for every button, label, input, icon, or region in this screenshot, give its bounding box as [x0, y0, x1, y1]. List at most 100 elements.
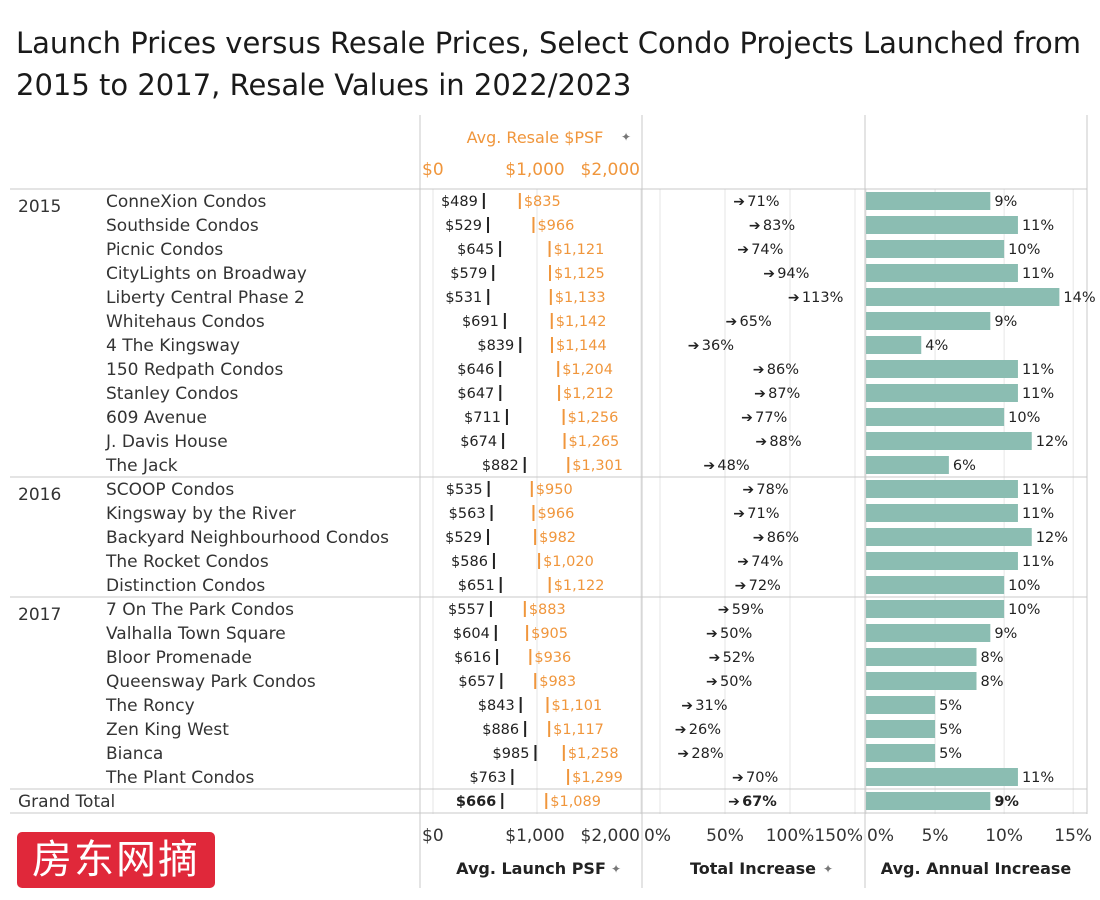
total-increase-arrow: ➔: [733, 194, 745, 210]
resale-price-label: $1,212: [563, 386, 614, 402]
launch-axis-title: Avg. Launch PSF: [456, 859, 606, 878]
resale-price-label: $1,122: [554, 578, 605, 594]
launch-price-label: $882: [482, 458, 519, 474]
total-increase-label: 65%: [740, 314, 772, 330]
resale-price-label: $982: [539, 530, 576, 546]
annual-increase-bar: [866, 384, 1018, 402]
annual-increase-bar: [866, 576, 1005, 594]
annual-increase-bar: [866, 504, 1018, 522]
annual-increase-label: 11%: [1022, 218, 1054, 234]
annual-increase-label: 10%: [1008, 242, 1040, 258]
project-name: ConneXion Condos: [106, 192, 266, 212]
launch-price-label: $646: [457, 362, 494, 378]
project-name: Bianca: [106, 744, 163, 764]
annual-increase-bar: [866, 360, 1018, 378]
resale-price-label: $1,089: [550, 794, 601, 810]
year-label: 2015: [18, 197, 61, 217]
total-increase-label: 74%: [751, 554, 783, 570]
launch-price-label: $529: [445, 218, 482, 234]
total-increase-label: 28%: [691, 746, 723, 762]
annual-increase-label: 12%: [1036, 530, 1068, 546]
launch-price-label: $604: [453, 626, 490, 642]
resale-price-label: $883: [529, 602, 566, 618]
total-increase-label: 94%: [777, 266, 809, 282]
total-increase-arrow: ➔: [737, 242, 749, 258]
total-increase-arrow: ➔: [763, 266, 775, 282]
launch-price-label: $711: [464, 410, 501, 426]
project-name: SCOOP Condos: [106, 480, 234, 500]
launch-price-label: $843: [478, 698, 515, 714]
resale-price-label: $1,301: [572, 458, 623, 474]
total-increase-label: 36%: [702, 338, 734, 354]
total-increase-label: 59%: [732, 602, 764, 618]
total-increase-label: 86%: [767, 362, 799, 378]
annual-increase-label: 8%: [981, 650, 1004, 666]
launch-axis-tick-label: $2,000: [581, 826, 640, 846]
launch-price-label: $985: [493, 746, 530, 762]
annual-increase-bar: [866, 216, 1018, 234]
annual-increase-bar: [866, 240, 1005, 258]
launch-price-label: $563: [449, 506, 486, 522]
annual-increase-bar: [866, 624, 991, 642]
pin-icon: ✦: [823, 862, 833, 876]
project-name: 7 On The Park Condos: [106, 600, 294, 620]
project-name: J. Davis House: [105, 432, 228, 452]
annual-increase-label: 10%: [1008, 578, 1040, 594]
annual-increase-label: 9%: [994, 626, 1017, 642]
total-increase-arrow: ➔: [675, 722, 687, 738]
annual-increase-bar: [866, 408, 1005, 426]
total-axis-title: Total Increase: [690, 859, 816, 878]
annual-increase-bar: [866, 432, 1032, 450]
resale-price-label: $905: [531, 626, 568, 642]
launch-price-label: $763: [469, 770, 506, 786]
total-increase-label: 31%: [695, 698, 727, 714]
resale-price-label: $1,204: [562, 362, 613, 378]
total-increase-arrow: ➔: [728, 794, 740, 810]
total-increase-arrow: ➔: [753, 530, 765, 546]
launch-price-label: $535: [446, 482, 483, 498]
total-axis-tick-label: 0%: [644, 826, 671, 846]
resale-price-label: $936: [534, 650, 571, 666]
total-increase-label: 74%: [751, 242, 783, 258]
launch-axis-tick-label: $1,000: [505, 826, 564, 846]
annual-axis-title: Avg. Annual Increase: [881, 859, 1072, 878]
launch-price-label: $651: [458, 578, 495, 594]
resale-price-label: $1,133: [555, 290, 606, 306]
project-name: The Rocket Condos: [105, 552, 269, 572]
grand-total-label: Grand Total: [18, 792, 115, 812]
resale-price-label: $1,125: [554, 266, 605, 282]
total-increase-arrow: ➔: [718, 602, 730, 618]
total-increase-arrow: ➔: [737, 554, 749, 570]
total-increase-label: 83%: [763, 218, 795, 234]
launch-price-label: $839: [477, 338, 514, 354]
project-name: The Roncy: [105, 696, 195, 716]
launch-price-label: $531: [445, 290, 482, 306]
total-increase-label: 77%: [755, 410, 787, 426]
launch-price-label: $616: [454, 650, 491, 666]
annual-increase-bar: [866, 552, 1018, 570]
total-increase-label: 78%: [756, 482, 788, 498]
launch-price-label: $886: [482, 722, 519, 738]
annual-increase-label: 11%: [1022, 482, 1054, 498]
project-name: Bloor Promenade: [106, 648, 252, 668]
launch-price-label: $666: [456, 794, 496, 810]
total-increase-arrow: ➔: [742, 482, 754, 498]
project-name: Backyard Neighbourhood Condos: [106, 528, 389, 548]
resale-price-label: $1,144: [556, 338, 607, 354]
total-increase-arrow: ➔: [753, 362, 765, 378]
launch-price-label: $691: [462, 314, 499, 330]
project-name: Queensway Park Condos: [106, 672, 316, 692]
resale-price-label: $1,020: [543, 554, 594, 570]
resale-price-label: $1,121: [554, 242, 605, 258]
project-name: Liberty Central Phase 2: [106, 288, 305, 308]
annual-axis-tick-label: 15%: [1054, 826, 1092, 846]
annual-increase-label: 5%: [939, 746, 962, 762]
annual-increase-label: 4%: [925, 338, 948, 354]
annual-increase-label: 9%: [994, 314, 1017, 330]
annual-increase-bar: [866, 192, 991, 210]
total-increase-arrow: ➔: [677, 746, 689, 762]
total-increase-arrow: ➔: [703, 458, 715, 474]
resale-axis-title: Avg. Resale $PSF: [467, 128, 604, 147]
annual-increase-bar: [866, 480, 1018, 498]
launch-axis-tick-label: $0: [422, 826, 444, 846]
